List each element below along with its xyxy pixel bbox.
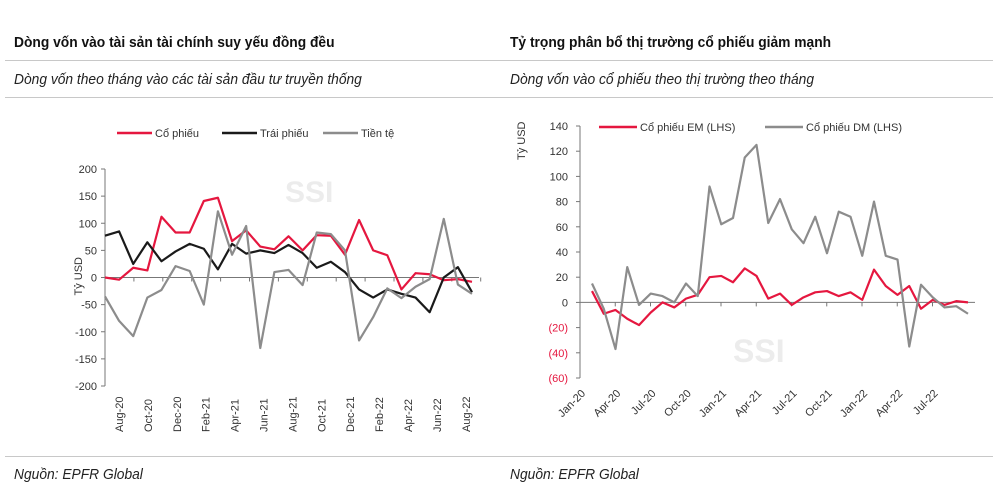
x-tick-label: Feb-22 xyxy=(374,397,386,432)
y-tick-label: 120 xyxy=(550,146,568,158)
x-tick-label: Jul-21 xyxy=(770,388,800,418)
y-tick-label: -100 xyxy=(75,327,97,339)
divider xyxy=(5,456,993,457)
y-tick-label: (20) xyxy=(548,323,568,335)
right-source: Nguồn: EPFR Global xyxy=(510,466,639,483)
y-axis-label: Tỷ USD xyxy=(516,121,528,160)
x-tick-label: Aug-20 xyxy=(114,397,126,432)
watermark: SSI xyxy=(285,176,333,209)
y-tick-label: -200 xyxy=(75,381,97,393)
y-tick-label: 140 xyxy=(550,121,568,133)
x-tick-label: Oct-21 xyxy=(803,388,835,420)
legend-label: Cổ phiếu xyxy=(155,128,199,140)
legend-label: Cổ phiếu EM (LHS) xyxy=(640,122,735,134)
x-tick-label: Oct-20 xyxy=(143,399,155,432)
y-tick-label: 100 xyxy=(79,218,97,230)
legend-label: Tiền tệ xyxy=(361,128,394,140)
x-tick-label: Jul-22 xyxy=(911,388,941,418)
x-tick-label: Oct-21 xyxy=(316,399,328,432)
y-tick-label: 50 xyxy=(85,245,97,257)
x-tick-label: Jan-20 xyxy=(556,388,588,420)
watermark: SSI xyxy=(733,333,785,369)
left-source: Nguồn: EPFR Global xyxy=(14,466,143,483)
x-tick-label: Apr-22 xyxy=(874,388,906,420)
x-tick-label: Apr-21 xyxy=(733,388,765,420)
y-tick-label: 200 xyxy=(79,164,97,176)
series-line-0 xyxy=(591,267,969,327)
divider xyxy=(5,97,993,98)
x-tick-label: Oct-20 xyxy=(662,388,694,420)
x-tick-label: Jan-21 xyxy=(697,388,729,420)
y-tick-label: 100 xyxy=(550,171,568,183)
left-chart-title: Dòng vốn vào tài sản tài chính suy yếu đ… xyxy=(14,34,335,51)
left-chart-subtitle: Dòng vốn theo tháng vào các tài sản đầu … xyxy=(14,71,362,88)
y-tick-label: (60) xyxy=(548,373,568,385)
y-axis-label: Tỷ USD xyxy=(73,257,85,296)
y-tick-label: 20 xyxy=(556,272,568,284)
x-tick-label: Aug-22 xyxy=(461,397,473,432)
y-tick-label: 80 xyxy=(556,197,568,209)
x-tick-label: Jun-21 xyxy=(259,398,271,432)
y-tick-label: 60 xyxy=(556,222,568,234)
y-tick-label: -150 xyxy=(75,354,97,366)
x-tick-label: Dec-21 xyxy=(345,397,357,432)
y-tick-label: (40) xyxy=(548,348,568,360)
x-tick-label: Apr-20 xyxy=(592,388,624,420)
y-tick-label: 150 xyxy=(79,191,97,203)
x-tick-label: Jan-22 xyxy=(838,388,870,420)
series-line-1 xyxy=(104,230,473,314)
x-tick-label: Dec-20 xyxy=(172,397,184,432)
x-tick-label: Apr-21 xyxy=(230,399,242,432)
y-tick-label: 40 xyxy=(556,247,568,259)
series-line-0 xyxy=(104,196,473,291)
legend-label: Cổ phiếu DM (LHS) xyxy=(806,122,902,134)
right-chart-subtitle: Dòng vốn vào cổ phiếu theo thị trường th… xyxy=(510,71,815,88)
y-tick-label: -50 xyxy=(81,300,97,312)
x-tick-label: Aug-21 xyxy=(287,397,299,432)
series-line-2 xyxy=(104,210,473,350)
x-tick-label: Feb-21 xyxy=(201,397,213,432)
x-tick-label: Apr-22 xyxy=(403,399,415,432)
x-tick-label: Jun-22 xyxy=(432,398,444,432)
y-tick-label: 0 xyxy=(562,297,568,309)
legend-label: Trái phiếu xyxy=(260,128,309,140)
right-chart-title: Tỷ trọng phân bổ thị trường cổ phiếu giả… xyxy=(510,34,832,51)
x-tick-label: Jul-20 xyxy=(629,388,659,418)
series-line-1 xyxy=(591,143,969,351)
y-tick-label: 0 xyxy=(91,273,97,285)
divider xyxy=(5,60,993,61)
